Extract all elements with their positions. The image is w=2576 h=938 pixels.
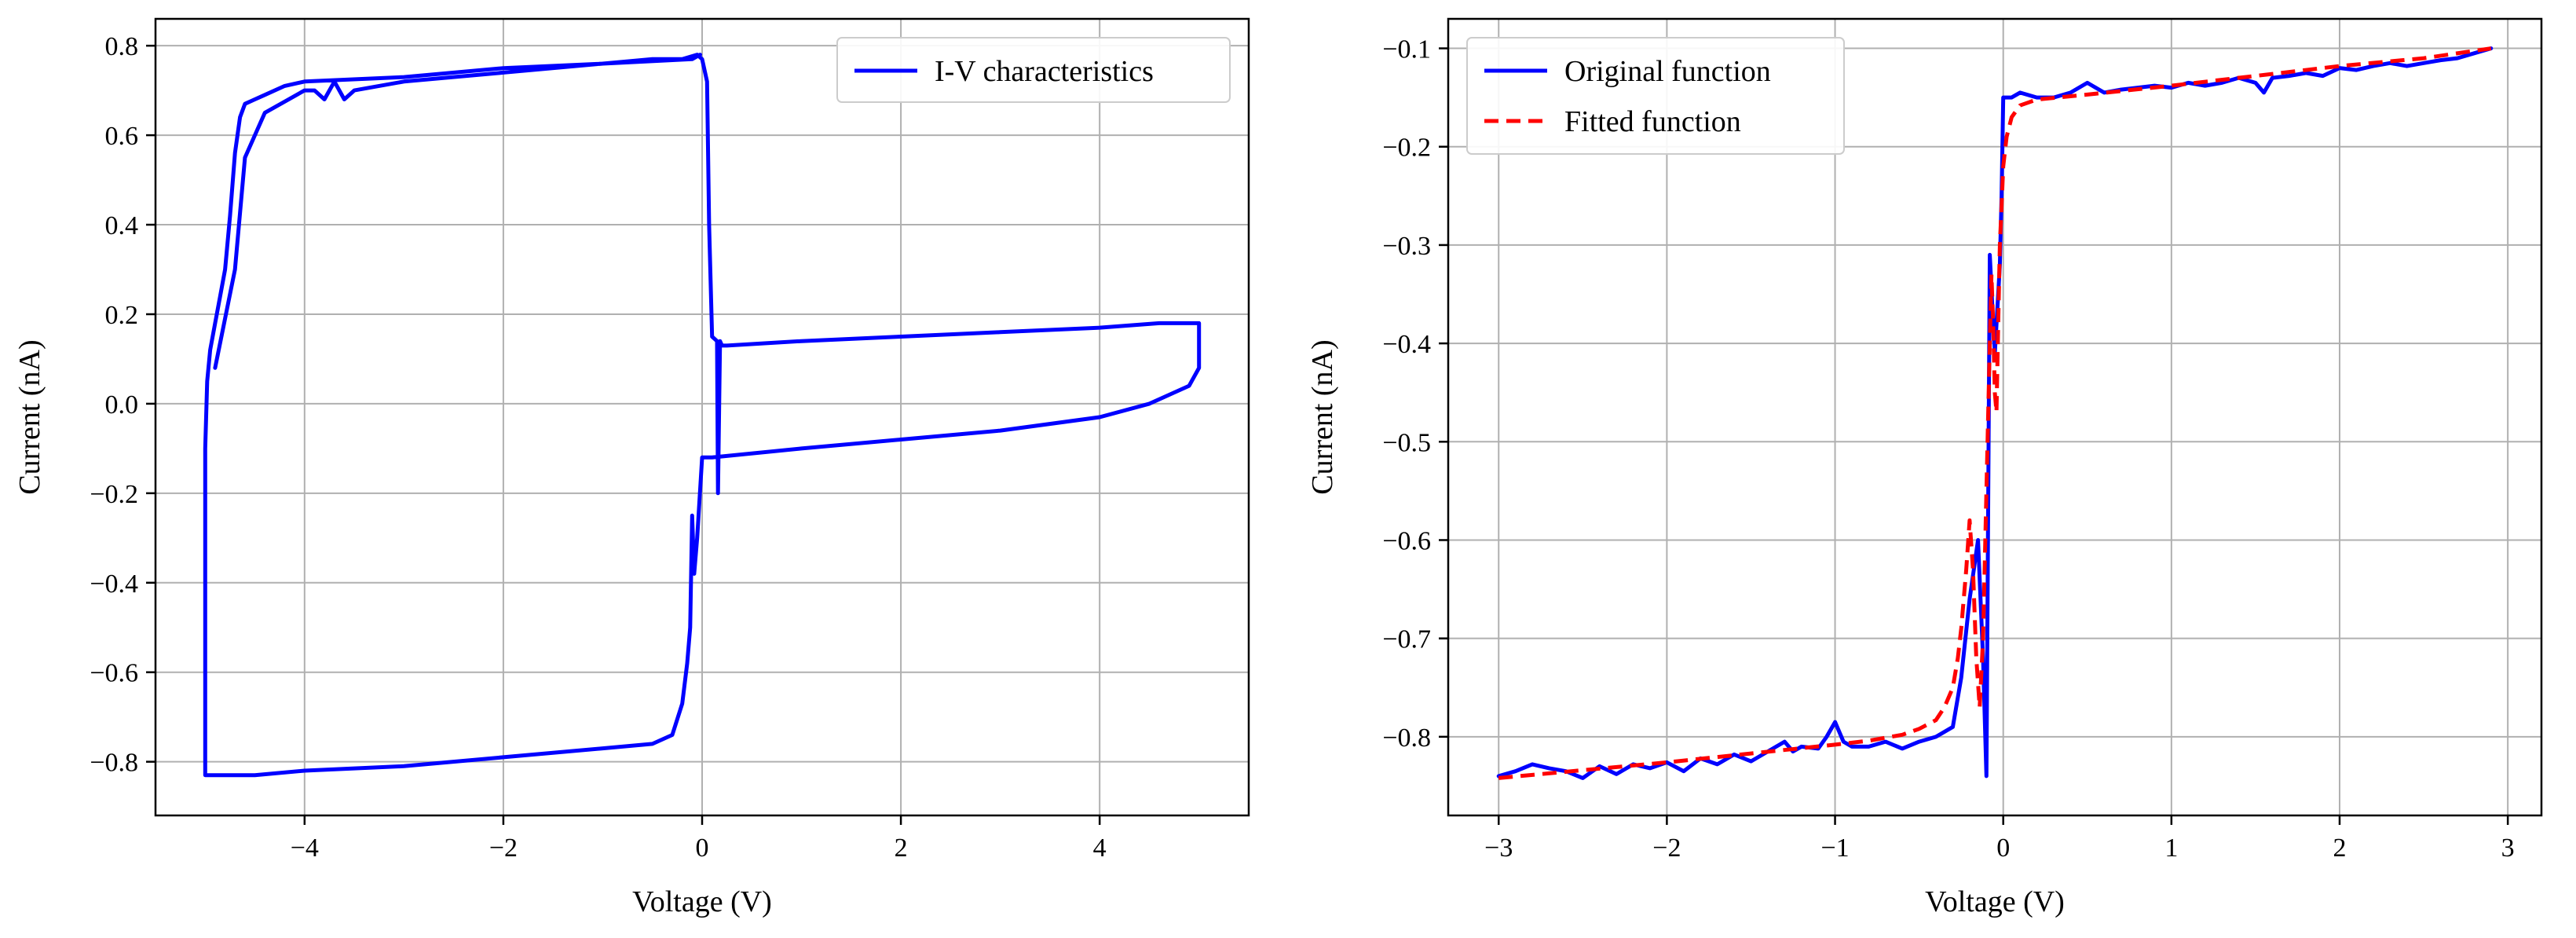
y-tick-label: −0.7 bbox=[1382, 625, 1431, 654]
x-tick-label: 4 bbox=[1093, 834, 1107, 863]
y-tick-label: 0.4 bbox=[105, 211, 139, 240]
y-tick-label: 0.0 bbox=[105, 390, 139, 420]
legend: I-V characteristics bbox=[836, 37, 1231, 103]
x-tick-label: 2 bbox=[2333, 834, 2347, 863]
legend: Original function Fitted function bbox=[1466, 37, 1845, 155]
x-tick-label: −2 bbox=[489, 834, 518, 863]
legend-label: I-V characteristics bbox=[935, 55, 1154, 88]
legend-label: Fitted function bbox=[1564, 105, 1741, 138]
legend-label: Original function bbox=[1564, 55, 1771, 88]
x-tick-label: 3 bbox=[2501, 834, 2515, 863]
x-tick-label: 0 bbox=[1996, 834, 2010, 863]
y-tick-label: −0.8 bbox=[90, 749, 138, 778]
y-tick-label: −0.3 bbox=[1382, 232, 1431, 261]
legend-box bbox=[1466, 37, 1845, 155]
x-tick-label: −2 bbox=[1652, 834, 1681, 863]
series-line-fitted-function bbox=[1498, 46, 2492, 780]
y-tick-label: −0.6 bbox=[1382, 526, 1431, 555]
x-axis-label: Voltage (V) bbox=[1925, 885, 2065, 918]
series-line-i-v-characteristics bbox=[203, 53, 1202, 778]
y-tick-label: −0.5 bbox=[1382, 428, 1431, 457]
x-tick-label: −1 bbox=[1820, 834, 1849, 863]
y-tick-label: −0.2 bbox=[1382, 134, 1431, 163]
plot-frame bbox=[1447, 17, 2543, 817]
x-axis-label: Voltage (V) bbox=[632, 885, 772, 918]
right-chart-panel: −3 −2 −1 0 1 2 3 −0.8 −0.7 −0.6 −0.5 −0.4 −0.3 −0.2 −0… bbox=[1306, 17, 2543, 918]
y-tick-label: −0.8 bbox=[1382, 724, 1431, 753]
y-tick-label: 0.8 bbox=[105, 32, 139, 61]
y-tick-label: 0.2 bbox=[105, 301, 139, 330]
x-tick-label: 1 bbox=[2164, 834, 2178, 863]
y-tick-label: −0.4 bbox=[90, 570, 138, 599]
x-tick-label: −4 bbox=[291, 834, 319, 863]
series-line-original-function bbox=[1496, 46, 2494, 780]
y-tick-label: −0.6 bbox=[90, 659, 138, 688]
y-tick-label: −0.1 bbox=[1382, 35, 1431, 64]
x-tick-label: 0 bbox=[696, 834, 709, 863]
y-axis-label: Current (nA) bbox=[1306, 339, 1339, 494]
left-chart-panel: −4 −2 0 2 4 −0.8 −0.6 −0.4 −0.2 0.0 0.2 0.4 0.6 0.8 Vo… bbox=[13, 17, 1250, 918]
y-axis-label: Current (nA) bbox=[13, 339, 46, 494]
legend-box bbox=[836, 37, 1231, 103]
y-tick-label: −0.2 bbox=[90, 480, 138, 509]
y-tick-label: −0.4 bbox=[1382, 330, 1431, 359]
x-tick-label: 2 bbox=[895, 834, 908, 863]
x-tick-label: −3 bbox=[1484, 834, 1513, 863]
y-tick-label: 0.6 bbox=[105, 122, 139, 151]
